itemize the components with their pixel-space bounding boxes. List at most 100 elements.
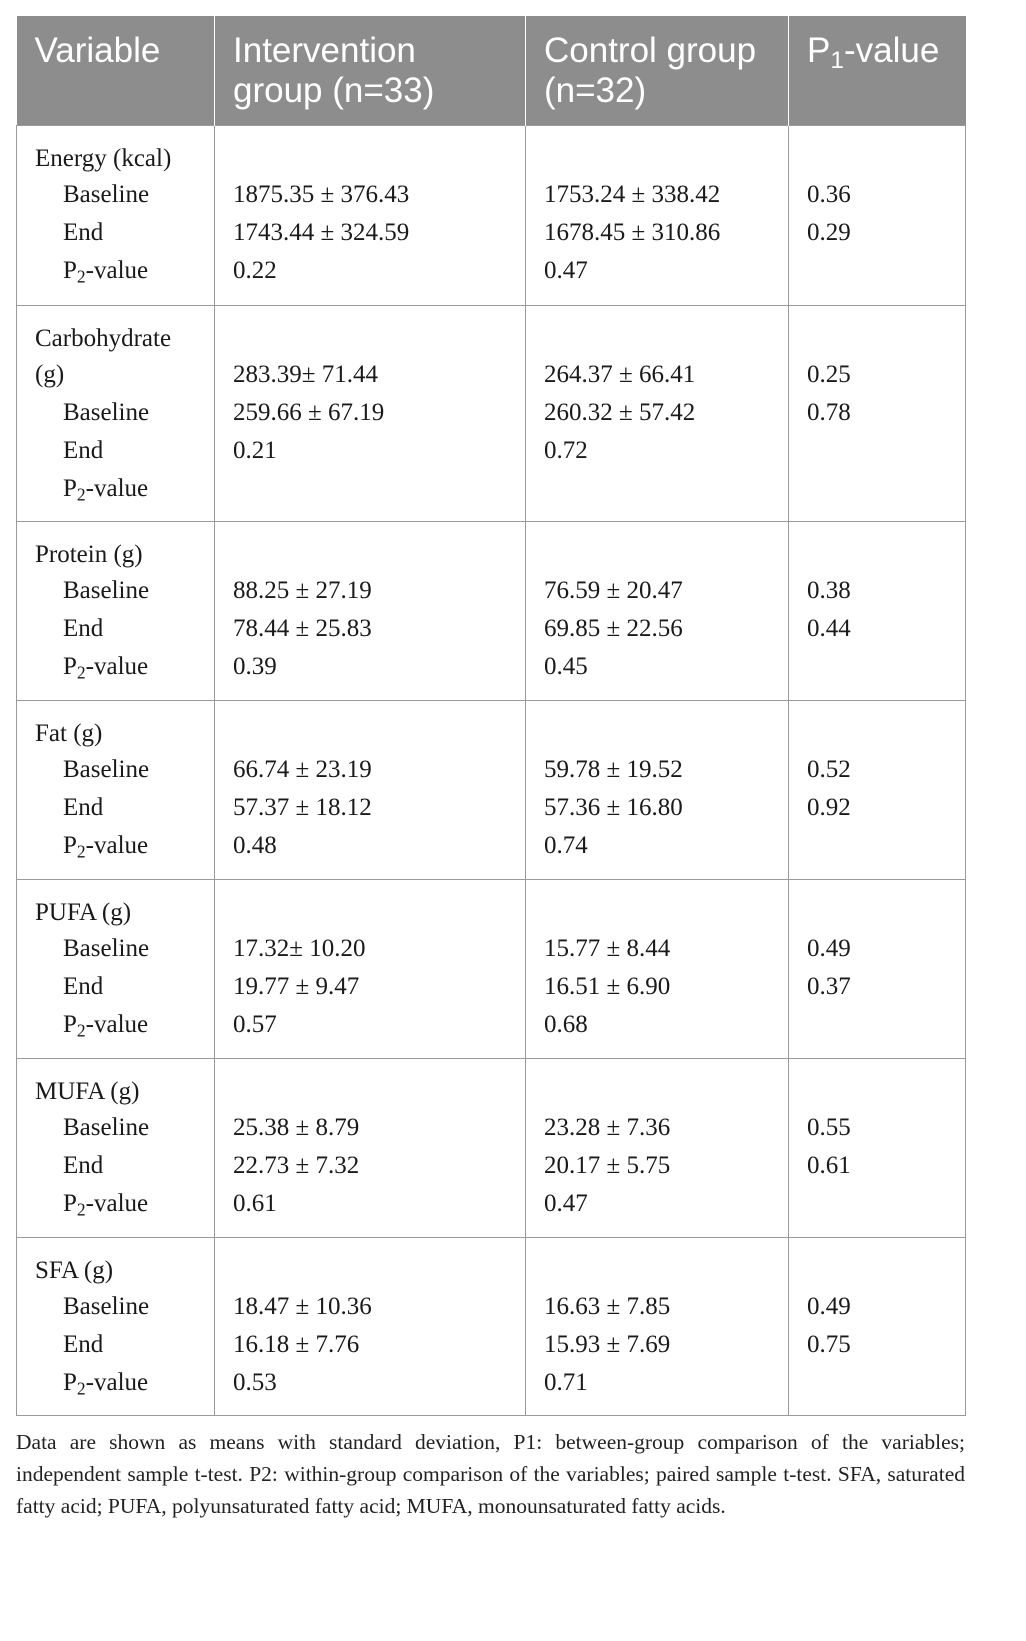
nutrient-intake-table-container: Variable Intervention group (n=33) Contr… [16,16,966,1416]
baseline-label: Baseline [63,1293,150,1320]
intervention-baseline: 25.38 ± 8.79 [233,1114,360,1141]
table-row: Energy (kcal) Baseline End P2-value 1875… [16,125,966,306]
variable-cell: Protein (g) Baseline End P2-value [16,521,215,701]
variable-cell: MUFA (g) Baseline End P2-value [16,1058,215,1238]
p1-baseline: 0.52 [807,756,851,783]
control-baseline: 76.59 ± 20.47 [544,577,683,604]
p1-end: 0.75 [807,1331,851,1358]
p1-baseline: 0.49 [807,935,851,962]
control-end: 57.36 ± 16.80 [544,794,683,821]
intervention-end: 1743.44 ± 324.59 [233,219,410,246]
control-cell: 15.77 ± 8.44 16.51 ± 6.90 0.68 [525,879,789,1059]
intervention-p2: 0.57 [233,1011,277,1038]
intervention-p2: 0.48 [233,832,277,859]
variable-cell: Carbohydrate (g) Baseline End P2-value [16,305,215,522]
intervention-baseline: 17.32± 10.20 [233,935,366,962]
control-end: 260.32 ± 57.42 [544,399,696,426]
intervention-end: 259.66 ± 67.19 [233,399,385,426]
p1-cell: 0.25 0.78 [788,305,966,522]
nutrient-intake-table: Variable Intervention group (n=33) Contr… [16,16,966,1416]
intervention-baseline: 18.47 ± 10.36 [233,1293,372,1320]
end-label: End [63,973,104,1000]
table-row: Protein (g) Baseline End P2-value 88.25 … [16,521,966,701]
control-cell: 16.63 ± 7.85 15.93 ± 7.69 0.71 [525,1237,789,1416]
baseline-label: Baseline [63,399,150,426]
control-cell: 23.28 ± 7.36 20.17 ± 5.75 0.47 [525,1058,789,1238]
intervention-baseline: 88.25 ± 27.19 [233,577,372,604]
baseline-label: Baseline [63,181,150,208]
variable-cell: Energy (kcal) Baseline End P2-value [16,125,215,306]
control-p2: 0.47 [544,257,588,284]
control-cell: 76.59 ± 20.47 69.85 ± 22.56 0.45 [525,521,789,701]
header-variable: Variable [16,16,215,126]
p2-label: P2-value [63,1190,149,1220]
variable-cell: SFA (g) Baseline End P2-value [16,1237,215,1416]
variable-name: SFA (g) [35,1257,114,1284]
p2-label: P2-value [63,475,149,505]
baseline-label: Baseline [63,756,150,783]
p2-label: P2-value [63,257,149,287]
intervention-end: 16.18 ± 7.76 [233,1331,360,1358]
intervention-cell: 18.47 ± 10.36 16.18 ± 7.76 0.53 [214,1237,526,1416]
control-cell: 1753.24 ± 338.42 1678.45 ± 310.86 0.47 [525,125,789,306]
table-row: SFA (g) Baseline End P2-value 18.47 ± 10… [16,1237,966,1416]
p1-cell: 0.55 0.61 [788,1058,966,1238]
p1-end: 0.78 [807,399,851,426]
p2-label: P2-value [63,832,149,862]
control-p2: 0.45 [544,653,588,680]
control-baseline: 16.63 ± 7.85 [544,1293,671,1320]
intervention-cell: 1875.35 ± 376.43 1743.44 ± 324.59 0.22 [214,125,526,306]
control-baseline: 1753.24 ± 338.42 [544,181,721,208]
table-row: PUFA (g) Baseline End P2-value 17.32± 10… [16,879,966,1059]
intervention-p2: 0.53 [233,1369,277,1396]
p1-cell: 0.38 0.44 [788,521,966,701]
table-row: Carbohydrate (g) Baseline End P2-value 2… [16,305,966,522]
variable-name: PUFA (g) [35,899,132,926]
intervention-baseline: 66.74 ± 23.19 [233,756,372,783]
end-label: End [63,615,104,642]
variable-name: Protein (g) [35,541,143,568]
intervention-end: 57.37 ± 18.12 [233,794,372,821]
intervention-end: 19.77 ± 9.47 [233,973,360,1000]
control-p2: 0.47 [544,1190,588,1217]
intervention-cell: 66.74 ± 23.19 57.37 ± 18.12 0.48 [214,700,526,880]
end-label: End [63,219,104,246]
header-control-group: Control group (n=32) [525,16,789,126]
intervention-p2: 0.21 [233,437,277,464]
variable-name-line-1: Carbohydrate [35,325,172,352]
p2-label: P2-value [63,653,149,683]
p1-end: 0.29 [807,219,851,246]
variable-cell: PUFA (g) Baseline End P2-value [16,879,215,1059]
intervention-end: 22.73 ± 7.32 [233,1152,360,1179]
variable-name: MUFA (g) [35,1078,140,1105]
intervention-cell: 88.25 ± 27.19 78.44 ± 25.83 0.39 [214,521,526,701]
variable-name: Energy (kcal) [35,145,172,172]
control-baseline: 15.77 ± 8.44 [544,935,671,962]
intervention-baseline: 1875.35 ± 376.43 [233,181,410,208]
p1-end: 0.92 [807,794,851,821]
variable-name-line-2: (g) [35,361,65,388]
intervention-p2: 0.22 [233,257,277,284]
p2-label: P2-value [63,1011,149,1041]
header-p1-value: P1-value [788,16,966,126]
table-header-row: Variable Intervention group (n=33) Contr… [16,16,966,126]
end-label: End [63,794,104,821]
p1-cell: 0.49 0.37 [788,879,966,1059]
table-row: MUFA (g) Baseline End P2-value 25.38 ± 8… [16,1058,966,1238]
p1-cell: 0.52 0.92 [788,700,966,880]
p2-label: P2-value [63,1369,149,1399]
control-cell: 59.78 ± 19.52 57.36 ± 16.80 0.74 [525,700,789,880]
p1-end: 0.37 [807,973,851,1000]
baseline-label: Baseline [63,577,150,604]
intervention-p2: 0.61 [233,1190,277,1217]
intervention-end: 78.44 ± 25.83 [233,615,372,642]
table-row: Fat (g) Baseline End P2-value 66.74 ± 23… [16,700,966,880]
p1-baseline: 0.38 [807,577,851,604]
control-p2: 0.72 [544,437,588,464]
p1-cell: 0.49 0.75 [788,1237,966,1416]
control-end: 15.93 ± 7.69 [544,1331,671,1358]
end-label: End [63,1331,104,1358]
p1-baseline: 0.55 [807,1114,851,1141]
p1-baseline: 0.49 [807,1293,851,1320]
control-baseline: 23.28 ± 7.36 [544,1114,671,1141]
